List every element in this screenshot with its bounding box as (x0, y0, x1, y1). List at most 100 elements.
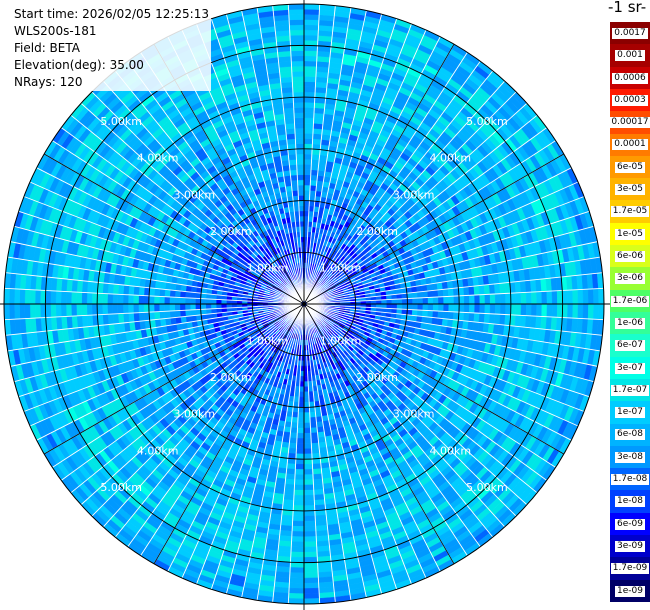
data-cell (309, 190, 317, 197)
data-cell (295, 138, 305, 145)
data-cell (303, 469, 314, 475)
data-cell (296, 427, 305, 434)
data-cell (447, 288, 455, 297)
data-cell (215, 303, 222, 309)
data-cell (303, 438, 312, 444)
data-cell (164, 310, 171, 319)
data-cell (102, 314, 109, 326)
data-cell (195, 303, 201, 310)
data-cell (303, 448, 313, 455)
data-cell (285, 133, 296, 140)
data-cell (292, 91, 305, 98)
data-cell (297, 184, 305, 191)
data-cell (422, 290, 429, 299)
data-cell (500, 303, 506, 315)
data-cell (303, 96, 316, 103)
data-cell (127, 303, 134, 314)
data-cell (313, 112, 325, 120)
data-cell (303, 463, 313, 470)
data-cell (310, 432, 319, 439)
data-cell (314, 499, 326, 506)
data-cell (295, 143, 305, 150)
data-cell (514, 281, 522, 294)
data-cell (195, 298, 201, 305)
data-cell (107, 303, 114, 315)
data-cell (295, 153, 305, 160)
data-cell (314, 86, 327, 94)
data-cell (127, 294, 134, 305)
data-cell (469, 303, 475, 314)
data-cell (122, 303, 129, 314)
data-cell (494, 303, 501, 315)
data-cell (417, 303, 424, 311)
data-cell (483, 313, 491, 324)
data-cell (303, 102, 315, 108)
data-cell (303, 91, 316, 98)
data-cell (169, 289, 176, 298)
data-cell (422, 303, 429, 311)
data-cell (303, 386, 309, 393)
data-cell (295, 458, 305, 465)
data-cell (96, 292, 103, 305)
data-cell (303, 407, 310, 413)
data-cell (312, 478, 324, 486)
data-cell (396, 303, 403, 310)
data-cell (293, 500, 305, 506)
data-cell (293, 107, 305, 114)
data-cell (291, 416, 299, 424)
data-cell (303, 417, 311, 424)
data-cell (179, 309, 186, 318)
data-cell (432, 289, 439, 298)
data-cell (303, 164, 312, 170)
data-cell (112, 293, 119, 305)
data-cell (293, 112, 305, 119)
data-cell (283, 112, 295, 120)
data-cell (313, 488, 325, 496)
data-cell (303, 127, 314, 134)
data-cell (311, 153, 320, 161)
data-cell (205, 303, 212, 310)
data-cell (153, 311, 161, 320)
data-cell (117, 303, 124, 314)
data-cell (133, 294, 139, 305)
data-cell (294, 117, 305, 124)
data-cell (303, 515, 316, 522)
data-cell (312, 473, 323, 480)
data-cell (432, 303, 439, 312)
data-cell (468, 312, 475, 323)
data-cell (164, 303, 170, 312)
data-cell (473, 312, 480, 323)
data-cell (432, 296, 439, 305)
data-cell (438, 303, 444, 312)
data-cell (128, 285, 135, 296)
data-cell (285, 468, 296, 475)
data-cell (200, 303, 207, 310)
data-cell (117, 294, 124, 305)
data-cell (312, 138, 322, 145)
data-cell (112, 313, 120, 325)
data-cell (303, 117, 314, 124)
data-cell (484, 303, 491, 314)
data-cell (288, 153, 297, 161)
data-cell (447, 311, 455, 320)
data-cell (133, 303, 139, 314)
data-cell (313, 494, 325, 501)
data-cell (282, 102, 294, 109)
data-cell (505, 292, 512, 305)
data-cell (174, 296, 181, 305)
data-cell (479, 294, 486, 305)
data-cell (284, 478, 296, 486)
data-cell (303, 112, 315, 119)
data-cell (314, 514, 327, 522)
data-cell (427, 290, 434, 298)
data-cell (411, 309, 418, 317)
data-cell (296, 432, 305, 439)
data-cell (117, 313, 125, 324)
data-cell (303, 143, 313, 150)
data-cell (437, 310, 444, 319)
data-cell (494, 313, 501, 325)
data-cell (303, 158, 312, 165)
data-cell (448, 295, 455, 305)
data-cell (468, 285, 475, 296)
